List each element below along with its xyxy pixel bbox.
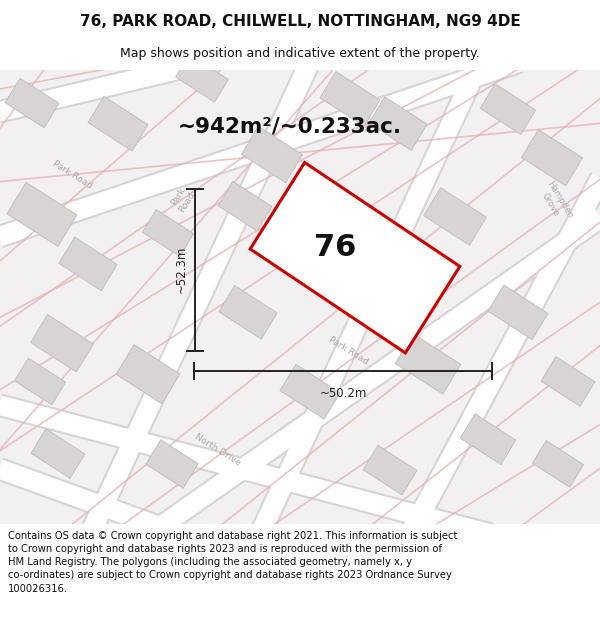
Polygon shape <box>14 358 65 405</box>
Polygon shape <box>142 209 194 256</box>
Text: Park Road: Park Road <box>50 159 94 191</box>
Polygon shape <box>488 285 548 339</box>
Polygon shape <box>250 162 460 353</box>
Polygon shape <box>532 441 584 488</box>
Polygon shape <box>5 78 59 128</box>
Polygon shape <box>521 129 583 186</box>
Text: ~942m²/~0.233ac.: ~942m²/~0.233ac. <box>178 117 402 137</box>
Polygon shape <box>280 364 340 419</box>
Text: Hampden
Grove: Hampden Grove <box>536 179 574 225</box>
Text: North Drive: North Drive <box>193 432 242 468</box>
Polygon shape <box>320 71 380 126</box>
Polygon shape <box>146 439 198 488</box>
Text: ~50.2m: ~50.2m <box>319 388 367 400</box>
Polygon shape <box>31 314 94 372</box>
Polygon shape <box>363 445 417 495</box>
Text: Contains OS data © Crown copyright and database right 2021. This information is : Contains OS data © Crown copyright and d… <box>8 531 457 594</box>
Polygon shape <box>88 96 148 151</box>
Polygon shape <box>460 414 516 464</box>
Text: Park
Road: Park Road <box>169 184 197 214</box>
Polygon shape <box>176 54 229 102</box>
Polygon shape <box>395 334 461 394</box>
Polygon shape <box>116 344 180 404</box>
Polygon shape <box>7 182 77 246</box>
Polygon shape <box>541 357 595 406</box>
Text: 76, PARK ROAD, CHILWELL, NOTTINGHAM, NG9 4DE: 76, PARK ROAD, CHILWELL, NOTTINGHAM, NG9… <box>80 14 520 29</box>
Polygon shape <box>241 126 302 182</box>
Text: ~52.3m: ~52.3m <box>175 246 187 293</box>
Text: Park Road: Park Road <box>326 335 370 366</box>
Text: 76: 76 <box>314 233 356 262</box>
Polygon shape <box>480 84 536 134</box>
Polygon shape <box>59 237 117 291</box>
Text: Map shows position and indicative extent of the property.: Map shows position and indicative extent… <box>120 47 480 60</box>
Polygon shape <box>369 97 427 151</box>
Polygon shape <box>219 286 277 339</box>
Polygon shape <box>424 188 487 245</box>
Polygon shape <box>31 429 85 479</box>
Polygon shape <box>218 181 272 231</box>
